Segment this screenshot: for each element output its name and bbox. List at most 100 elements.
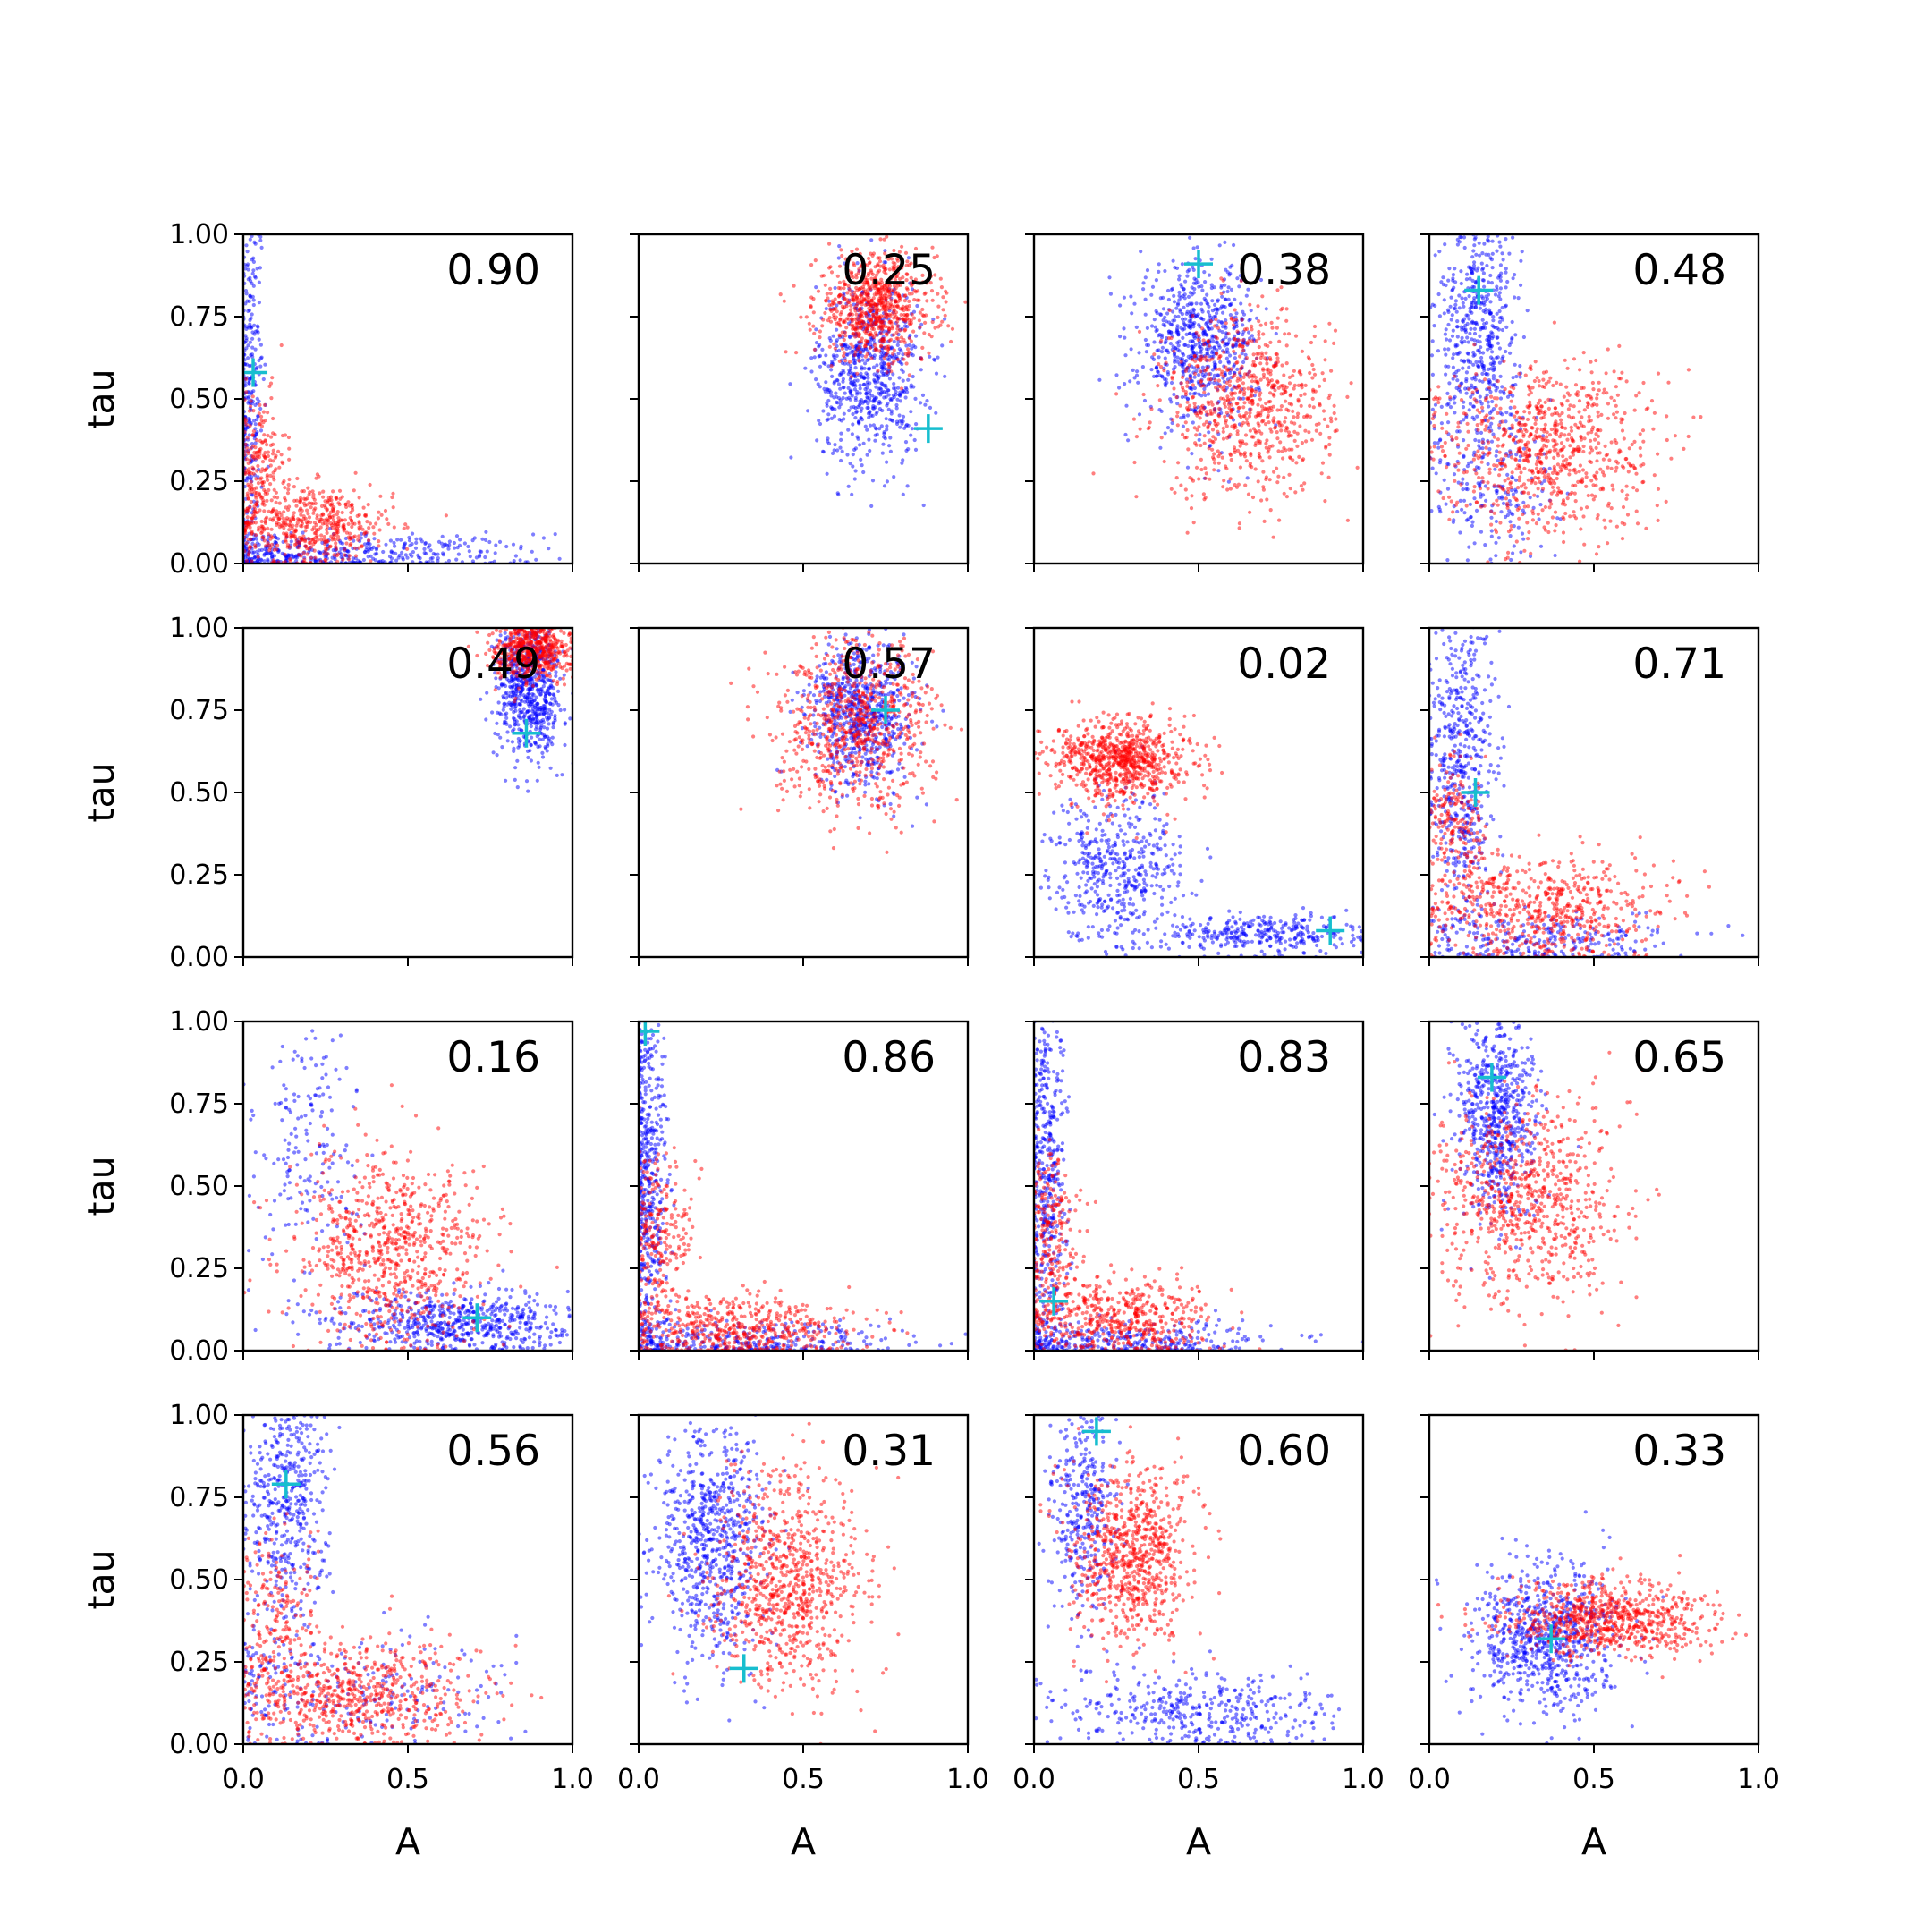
blue-point [848, 364, 853, 369]
red-point [857, 359, 861, 363]
red-point [809, 263, 814, 267]
red-point [1216, 326, 1220, 330]
blue-point [352, 538, 356, 543]
blue-point [1488, 256, 1493, 260]
red-point [1282, 475, 1286, 479]
red-point [262, 538, 267, 543]
red-point [890, 325, 895, 329]
red-point [866, 271, 871, 275]
red-point [879, 277, 884, 282]
blue-point [1457, 293, 1462, 298]
blue-point [1497, 291, 1502, 295]
blue-point [1145, 326, 1149, 330]
red-point [1287, 375, 1292, 379]
blue-point [1249, 309, 1253, 313]
red-point [250, 559, 254, 564]
red-point [244, 390, 249, 394]
red-point [1322, 377, 1326, 382]
red-point [352, 488, 356, 493]
red-point [885, 370, 889, 375]
blue-point [1456, 352, 1461, 356]
blue-point [884, 417, 888, 421]
blue-point [1175, 355, 1180, 360]
blue-point [1189, 324, 1193, 328]
blue-point [853, 398, 858, 402]
red-point [348, 531, 352, 536]
blue-point [896, 339, 901, 343]
red-point [1181, 386, 1185, 390]
blue-point [1228, 271, 1233, 276]
blue-point [1448, 304, 1453, 309]
blue-point [1248, 318, 1252, 322]
red-point [1236, 338, 1241, 343]
blue-point [889, 409, 894, 413]
red-point [1308, 370, 1312, 376]
blue-point [1482, 322, 1487, 326]
red-point [1292, 421, 1297, 426]
blue-point [255, 267, 259, 271]
red-point [856, 270, 861, 275]
red-point [1225, 394, 1230, 399]
blue-point [1496, 355, 1500, 360]
blue-point [910, 346, 914, 351]
red-point [1231, 343, 1235, 347]
blue-point [842, 411, 846, 416]
red-point [1206, 377, 1210, 382]
blue-point [1430, 372, 1435, 377]
blue-point [1521, 335, 1526, 340]
blue-point [1235, 367, 1240, 371]
blue-point [891, 355, 895, 360]
red-point [949, 339, 953, 344]
red-point [906, 347, 911, 352]
red-point [1203, 355, 1208, 360]
blue-point [410, 531, 415, 536]
red-point [405, 547, 410, 552]
red-point [1148, 420, 1152, 425]
red-point [1270, 385, 1275, 389]
blue-point [847, 408, 852, 413]
red-point [811, 297, 816, 301]
panel-points [1091, 235, 1360, 539]
red-point [268, 473, 273, 479]
blue-point [843, 343, 847, 348]
blue-point [1163, 324, 1167, 328]
red-point [1216, 378, 1221, 383]
red-point [1268, 372, 1273, 377]
blue-point [1173, 314, 1177, 318]
blue-point [1501, 258, 1505, 262]
red-point [1157, 398, 1162, 402]
blue-point [1210, 299, 1215, 303]
red-point [854, 304, 859, 309]
red-point [1231, 391, 1235, 395]
blue-point [904, 422, 910, 428]
blue-point [1212, 346, 1216, 351]
red-point [860, 284, 866, 289]
blue-point [1219, 285, 1224, 290]
blue-point [373, 558, 377, 563]
blue-point [911, 374, 915, 379]
red-point [377, 510, 381, 514]
red-point [1292, 429, 1297, 434]
red-point [1228, 397, 1233, 402]
blue-point [1547, 466, 1552, 471]
blue-point [1495, 287, 1499, 292]
blue-point [879, 381, 884, 386]
red-point [1268, 340, 1273, 344]
red-point [869, 302, 874, 307]
truth-marker [913, 414, 943, 444]
blue-point [1484, 294, 1488, 299]
blue-point [1226, 285, 1231, 290]
red-point [274, 500, 278, 504]
red-point [312, 497, 317, 502]
red-point [880, 339, 886, 343]
blue-point [1199, 301, 1204, 306]
red-point [343, 518, 347, 522]
red-point [1192, 371, 1198, 376]
blue-point [1122, 326, 1126, 331]
red-point [837, 280, 843, 284]
red-point [1327, 436, 1332, 440]
blue-point [1498, 286, 1503, 291]
red-point [1268, 391, 1273, 395]
red-point [1253, 443, 1258, 447]
